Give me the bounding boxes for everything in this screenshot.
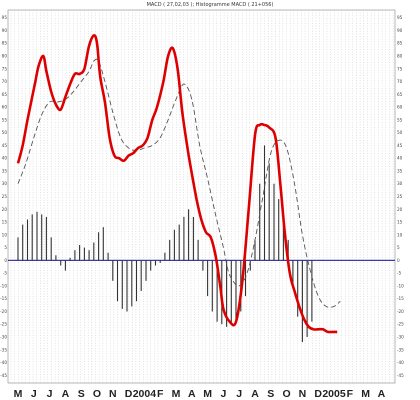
x-tick-label: M bbox=[361, 388, 370, 400]
y-tick-label-right: 80 bbox=[397, 54, 403, 59]
y-tick-label-left: -5 bbox=[3, 271, 8, 276]
y-tick-label-right: 65 bbox=[397, 92, 403, 97]
y-tick-label-left: 15 bbox=[2, 220, 8, 225]
x-tick-label: N bbox=[109, 388, 117, 400]
x-tick-label: J bbox=[236, 388, 242, 400]
y-tick-label-right: 60 bbox=[397, 105, 403, 110]
x-tick-label: D bbox=[314, 388, 322, 400]
y-tick-label-left: -45 bbox=[0, 373, 7, 378]
x-tick-label: M bbox=[14, 388, 23, 400]
y-tick-label-left: -35 bbox=[0, 347, 7, 352]
macd-lines bbox=[16, 34, 341, 334]
x-tick-label: J bbox=[220, 388, 226, 400]
y-tick-label-right: 25 bbox=[397, 194, 403, 199]
x-tick-label: F bbox=[157, 388, 164, 400]
y-tick-label-left: 60 bbox=[2, 105, 8, 110]
y-tick-label-left: 25 bbox=[2, 194, 8, 199]
y-tick-label-right: 5 bbox=[397, 245, 400, 250]
x-tick-label: 2004 bbox=[133, 388, 157, 400]
y-tick-label-left: -40 bbox=[0, 360, 7, 365]
y-tick-label-right: 95 bbox=[397, 15, 403, 20]
y-tick-label-left: -30 bbox=[0, 335, 7, 340]
y-tick-label-right: 45 bbox=[397, 143, 403, 148]
y-tick-label-left: 55 bbox=[2, 117, 8, 122]
y-tick-label-left: 80 bbox=[2, 54, 8, 59]
chart-title: MACD ( 27,02,03 ); Histogramme MACD ( 21… bbox=[147, 2, 274, 8]
y-tick-label-left: 30 bbox=[2, 181, 8, 186]
x-tick-label: O bbox=[93, 388, 101, 400]
y-tick-label-right: 35 bbox=[397, 169, 403, 174]
x-tick-label: M bbox=[203, 388, 212, 400]
y-tick-label-left: 10 bbox=[2, 232, 8, 237]
x-tick-label: O bbox=[283, 388, 291, 400]
y-tick-label-right: -40 bbox=[397, 360, 404, 365]
x-tick-label: S bbox=[267, 388, 274, 400]
x-tick-label: N bbox=[299, 388, 307, 400]
y-tick-label-right: -20 bbox=[397, 309, 404, 314]
y-tick-label-right: -15 bbox=[397, 296, 404, 301]
y-tick-label-left: 0 bbox=[4, 258, 7, 263]
x-tick-label: A bbox=[251, 388, 259, 400]
y-tick-label-right: 55 bbox=[397, 117, 403, 122]
y-tick-label-left: 5 bbox=[4, 245, 7, 250]
y-tick-label-right: -10 bbox=[397, 283, 404, 288]
x-tick-label: A bbox=[62, 388, 70, 400]
x-tick-label: 2005 bbox=[322, 388, 346, 400]
y-tick-label-right: 15 bbox=[397, 220, 403, 225]
y-tick-label-left: 85 bbox=[2, 41, 8, 46]
y-tick-label-left: 65 bbox=[2, 92, 8, 97]
y-tick-label-right: 40 bbox=[397, 156, 403, 161]
y-tick-label-right: 70 bbox=[397, 79, 403, 84]
y-tick-label-right: 50 bbox=[397, 130, 403, 135]
y-tick-label-left: 90 bbox=[2, 28, 8, 33]
y-tick-label-left: -20 bbox=[0, 309, 7, 314]
y-tick-label-right: 30 bbox=[397, 181, 403, 186]
x-tick-label: F bbox=[347, 388, 354, 400]
y-tick-label-left: 70 bbox=[2, 79, 8, 84]
y-tick-label-left: 40 bbox=[2, 156, 8, 161]
x-tick-label: A bbox=[378, 388, 386, 400]
macd-histogram bbox=[17, 145, 313, 343]
y-tick-label-right: 0 bbox=[397, 258, 400, 263]
y-tick-label-left: 50 bbox=[2, 130, 8, 135]
y-tick-label-left: -10 bbox=[0, 283, 7, 288]
y-tick-label-left: 75 bbox=[2, 66, 8, 71]
x-tick-label: S bbox=[78, 388, 85, 400]
y-tick-label-left: 45 bbox=[2, 143, 8, 148]
x-axis-month-labels: M J J A S O N D 2004 F M A M J J A S O N D 2005 F M A bbox=[14, 388, 386, 400]
x-tick-label: M bbox=[172, 388, 181, 400]
y-tick-label-right: -25 bbox=[397, 322, 404, 327]
y-tick-label-right: 75 bbox=[397, 66, 403, 71]
macd-line bbox=[16, 34, 338, 334]
y-tick-label-left: 20 bbox=[2, 207, 8, 212]
y-tick-label-left: 95 bbox=[2, 15, 8, 20]
y-tick-label-right: 20 bbox=[397, 207, 403, 212]
y-tick-label-left: -15 bbox=[0, 296, 7, 301]
y-tick-label-right: -5 bbox=[397, 271, 402, 276]
x-tick-label: J bbox=[31, 388, 37, 400]
y-tick-label-right: 85 bbox=[397, 41, 403, 46]
x-tick-label: D bbox=[125, 388, 133, 400]
y-tick-label-right: -45 bbox=[397, 373, 404, 378]
y-tick-label-right: 10 bbox=[397, 232, 403, 237]
y-tick-label-right: -30 bbox=[397, 335, 404, 340]
y-tick-label-left: -25 bbox=[0, 322, 7, 327]
y-tick-label-left: 35 bbox=[2, 169, 8, 174]
y-tick-label-right: -35 bbox=[397, 347, 404, 352]
x-tick-label: J bbox=[47, 388, 53, 400]
y-tick-label-right: 90 bbox=[397, 28, 403, 33]
plot-area bbox=[7, 9, 396, 384]
x-tick-label: A bbox=[188, 388, 196, 400]
